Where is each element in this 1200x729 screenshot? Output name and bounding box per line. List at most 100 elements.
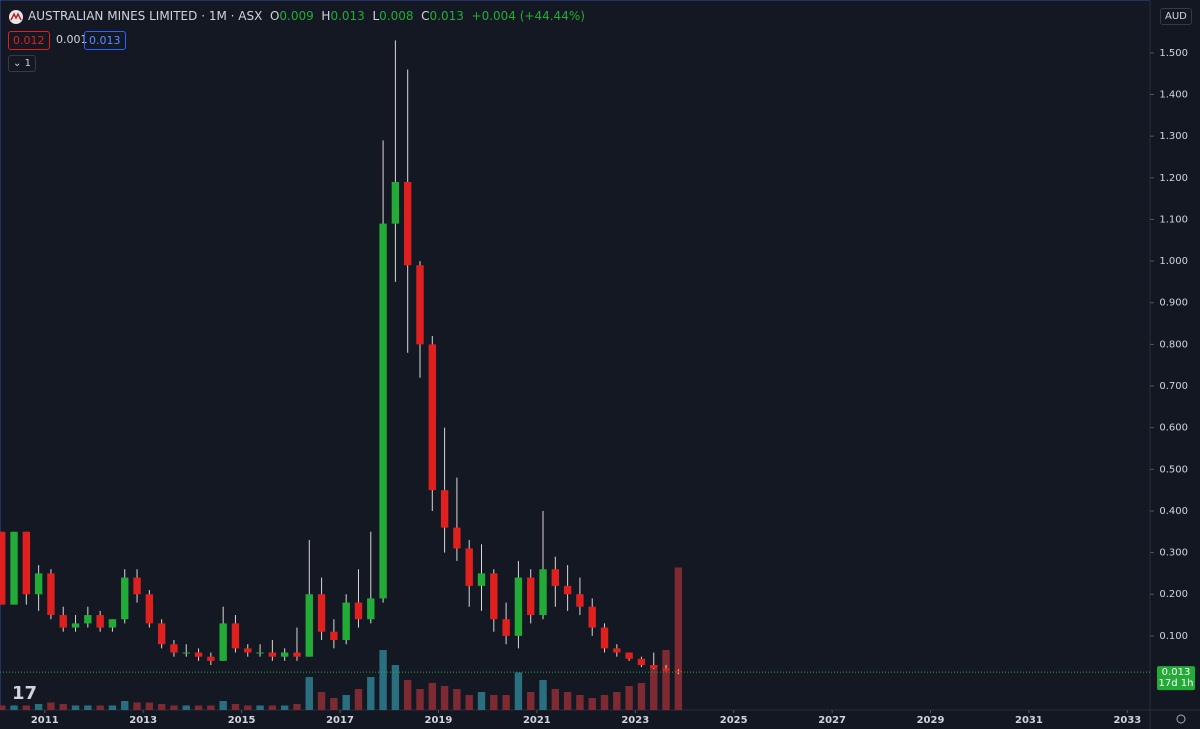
- sell-button[interactable]: 0.012: [8, 31, 50, 50]
- candle-body: [637, 658, 646, 666]
- volume-bar: [637, 683, 646, 710]
- candle-body: [539, 569, 547, 616]
- volume-bar: [625, 686, 633, 710]
- volume-bar: [256, 705, 264, 710]
- volume-bar: [514, 672, 523, 710]
- volume-bar: [404, 680, 412, 710]
- candle-body: [244, 648, 252, 653]
- volume-bar: [650, 665, 658, 710]
- tv-logo: 17: [12, 683, 37, 704]
- volume-bar: [10, 705, 18, 710]
- candle-body: [133, 577, 141, 595]
- indicator-toggle[interactable]: ⌄ 1: [8, 55, 36, 72]
- candle-body: [207, 656, 215, 661]
- volume-bar: [182, 705, 190, 710]
- volume-bar: [34, 704, 43, 710]
- candle-body: [71, 623, 80, 628]
- x-tick-label: 2019: [425, 715, 453, 726]
- y-tick-label: 1.300: [1159, 131, 1188, 142]
- volume-bar: [342, 695, 350, 710]
- volume-bar: [416, 689, 424, 710]
- y-tick-label: 1.000: [1159, 256, 1188, 267]
- volume-bar: [47, 702, 55, 710]
- x-tick-label: 2023: [621, 715, 649, 726]
- currency[interactable]: AUD: [1160, 8, 1192, 25]
- candle-body: [367, 598, 375, 620]
- volume-bar: [662, 650, 670, 710]
- candle-body: [563, 585, 572, 595]
- volume-bar: [330, 698, 338, 710]
- candle-body: [157, 623, 166, 645]
- volume-bar: [354, 689, 363, 710]
- candle-body: [379, 223, 387, 599]
- volume-bar: [194, 705, 203, 710]
- x-tick-label: 2029: [917, 715, 945, 726]
- x-tick-label: 2033: [1113, 715, 1141, 726]
- candle-body: [317, 594, 326, 632]
- volume-bar: [280, 705, 289, 710]
- buy-button[interactable]: 0.013: [84, 31, 126, 50]
- candle-body: [576, 594, 584, 607]
- volume-bar: [317, 692, 326, 710]
- candle-body: [527, 577, 535, 616]
- candle-body: [514, 577, 523, 636]
- indicator-count: 1: [24, 58, 31, 69]
- y-tick-label: 0.800: [1159, 339, 1188, 350]
- volume-bar: [244, 705, 252, 710]
- candle-body: [625, 652, 633, 659]
- candle-body: [453, 527, 461, 549]
- candle-body: [47, 573, 55, 616]
- volume-bar: [453, 689, 461, 710]
- candle-body: [477, 573, 486, 586]
- x-tick-label: 2013: [129, 715, 157, 726]
- candle-body: [219, 623, 227, 661]
- volume-bar: [576, 695, 584, 710]
- candle-body: [674, 670, 683, 673]
- change: +0.004 (+44.44%): [471, 9, 585, 23]
- y-tick-label: 0.100: [1159, 631, 1188, 642]
- y-tick-label: 1.100: [1159, 214, 1188, 225]
- x-tick-label: 2031: [1015, 715, 1043, 726]
- volume-bar: [22, 705, 31, 710]
- last-price-label: 0.013: [1162, 667, 1191, 678]
- candle-body: [613, 648, 621, 653]
- candle-body: [84, 615, 92, 624]
- x-tick-label: 2027: [818, 715, 846, 726]
- volume-bar: [551, 689, 560, 710]
- o-label: O: [269, 9, 280, 23]
- candle-body: [330, 631, 338, 641]
- o-value: 0.009: [279, 9, 314, 23]
- symbol: AUSTRALIAN MINES LIMITED · 1M · ASX: [28, 9, 263, 23]
- volume-bar: [71, 705, 80, 710]
- candle-body: [0, 531, 6, 605]
- candle-body: [145, 594, 154, 624]
- candle-body: [440, 490, 449, 528]
- candle-body: [490, 573, 498, 620]
- candle-body: [662, 668, 670, 671]
- x-tick-label: 2021: [523, 715, 551, 726]
- l-value: 0.008: [379, 9, 414, 23]
- candle-body: [170, 644, 178, 653]
- x-tick-label: 2011: [31, 715, 59, 726]
- candle-body: [10, 531, 18, 605]
- y-tick-label: 1.400: [1159, 90, 1188, 101]
- candle-body: [305, 594, 313, 657]
- volume-bar: [674, 567, 683, 710]
- candle-body: [34, 573, 43, 595]
- volume-bar: [428, 683, 436, 710]
- volume-bar: [305, 677, 313, 710]
- volume-bar: [145, 702, 154, 710]
- volume-bar: [0, 705, 6, 710]
- volume-bar: [465, 695, 473, 710]
- spread: 0.001: [56, 33, 88, 46]
- candle-body: [391, 181, 400, 224]
- candle-body: [551, 569, 560, 586]
- c-label: C: [421, 9, 430, 23]
- last-price-box: [1157, 666, 1195, 691]
- candle-body: [404, 181, 412, 266]
- settings-icon[interactable]: [1176, 714, 1186, 724]
- candle-body: [256, 652, 264, 654]
- volume-bar: [133, 702, 141, 710]
